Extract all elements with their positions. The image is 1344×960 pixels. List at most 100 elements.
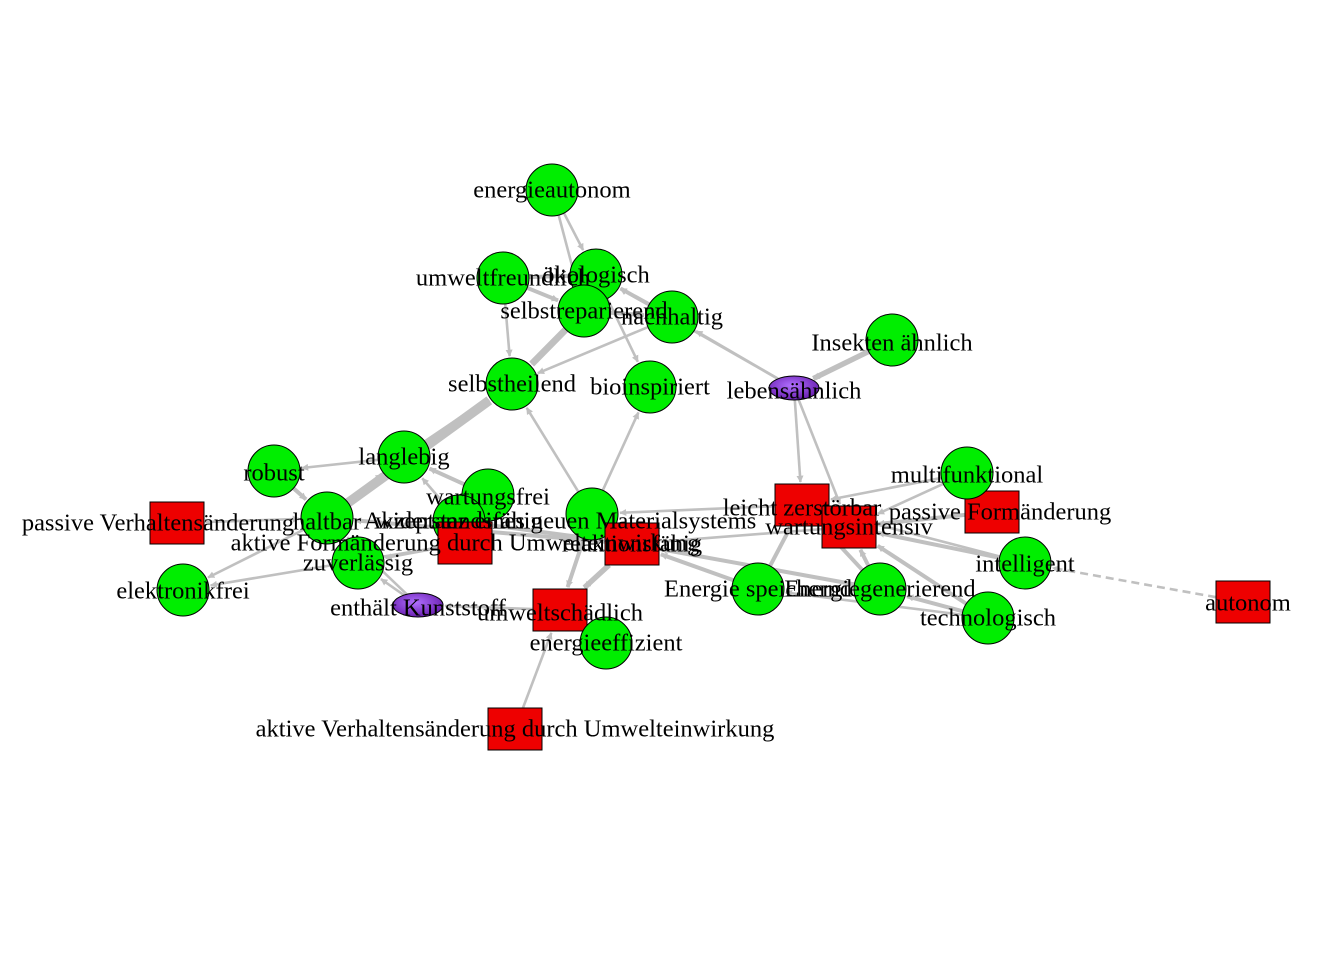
node-label-aktive_form: aktive Formänderung durch Umwelteinwirku… (231, 530, 700, 557)
nodes-layer (149, 163, 1271, 751)
edge-umweltfreundlich-to-selbstheilend (503, 303, 513, 357)
edge-energieautonom-to-oekologisch (562, 212, 585, 251)
node-label-robust: robust (243, 460, 304, 487)
node-label-umweltfreundlich: umweltfreundlich (416, 265, 590, 292)
node-lebensaehnlich (768, 375, 820, 401)
edge-energie_speichernd-to-reaktionsfaehig (660, 552, 735, 583)
edge-multifunktional-to-leicht_zerstoerbar (830, 476, 942, 502)
edge-akzeptanz-to-umweltschaedlich (565, 538, 586, 588)
edge-autonom-to-intelligent (1051, 565, 1217, 599)
node-label-oekologisch: ökologisch (542, 262, 650, 289)
edge-insekten-to-lebensaehnlich (812, 349, 870, 381)
node-intelligent (998, 536, 1052, 590)
node-label-multifunktional: multifunktional (891, 462, 1044, 489)
node-energieautonom (525, 163, 579, 217)
node-selbstheilend (485, 357, 539, 411)
edge-kunststoff-to-zuverlaessig (380, 577, 405, 597)
node-wartungsintensiv (821, 505, 877, 549)
node-label-zuverlaessig: zuverlässig (303, 550, 413, 577)
node-label-wartungsfrei: wartungsfrei (426, 484, 550, 511)
node-label-energieeffizient: energieeffizient (530, 630, 683, 657)
node-autonom (1215, 580, 1271, 624)
node-label-energieautonom: energieautonom (473, 177, 630, 204)
node-label-nachhaltig: nachhaltig (621, 304, 723, 331)
edge-umweltfreundlich-to-oekologisch (528, 272, 569, 280)
node-label-passive_form: passive Formänderung (889, 499, 1112, 526)
node-label-akzeptanz: Akzeptanz eines neuen Materialsystems (364, 508, 757, 535)
node-energie_speichernd (731, 562, 785, 616)
node-label-wartungsintensiv: wartungsintensiv (765, 514, 933, 541)
edge-umweltschaedlich-to-kunststoff (444, 602, 534, 611)
node-label-lebensaehnlich: lebensähnlich (727, 378, 862, 405)
node-umweltschaedlich (532, 588, 588, 632)
edge-passive_verhalten-to-haltbar (203, 515, 300, 524)
edge-lebensaehnlich-to-oekologisch (619, 287, 779, 380)
edge-energiegenerierend-to-wartungsintensiv (858, 548, 871, 567)
labels-layer: energieautonom ökologischumweltfreundlich… (22, 177, 1291, 743)
edge-multifunktional-to-wartungsintensiv (877, 482, 944, 515)
node-multifunktional (940, 446, 994, 500)
edge-technologisch-to-energiegenerierend (906, 594, 964, 614)
node-label-widerstandsfaehig: widerstandsfähig (375, 508, 542, 535)
node-elektronikfrei (156, 563, 210, 617)
edge-haltbar-to-langlebig (346, 472, 384, 504)
node-label-bioinspiriert: bioinspiriert (590, 374, 710, 401)
node-label-autonom: autonom (1205, 590, 1291, 617)
edge-nachhaltig-to-selbstheilend (537, 325, 649, 375)
node-label-energiegenerierend: Energiegenerierend (784, 576, 975, 603)
node-energieeffizient (579, 616, 633, 670)
edge-haltbar-to-elektronikfrei (207, 528, 305, 579)
node-label-kunststoff: enthält Kunststoff (330, 595, 507, 622)
edge-akzeptanz-to-bioinspiriert (601, 411, 640, 491)
edge-lebensaehnlich-to-leicht_zerstoerbar (793, 399, 804, 483)
node-kunststoff (392, 592, 444, 618)
edge-intelligent-to-wartungsintensiv (877, 530, 1000, 560)
node-label-aktive_verhalten: aktive Verhaltensänderung durch Umweltei… (256, 716, 775, 743)
edge-aktive_form-to-elektronikfrei (209, 546, 439, 588)
edge-leicht_zerstoerbar-to-akzeptanz (619, 504, 776, 517)
node-nachhaltig (645, 290, 699, 344)
edge-umweltfreundlich-to-selbstreparierend (526, 285, 559, 303)
node-label-langlebig: langlebig (358, 444, 449, 471)
edge-aktive_verhalten-to-umweltschaedlich (521, 632, 553, 709)
node-label-umweltschaedlich: umweltschädlich (477, 600, 643, 627)
edge-energie_speichernd-to-leicht_zerstoerbar (768, 526, 792, 567)
edge-oekologisch-to-bioinspiriert (606, 297, 640, 363)
node-label-passive_verhalten: passive Verhaltensänderung (22, 510, 294, 537)
edge-wartungsintensiv-to-reaktionsfaehig (660, 527, 823, 545)
edge-langlebig-to-robust (301, 458, 379, 471)
edge-robust-to-haltbar (292, 486, 308, 501)
node-langlebig (377, 430, 431, 484)
node-label-technologisch: technologisch (920, 605, 1056, 632)
node-label-leicht_zerstoerbar: leicht zerstörbar (723, 495, 881, 522)
edge-passive_form-to-wartungsintensiv (877, 512, 966, 527)
edge-reaktionsfaehig-to-umweltschaedlich (582, 563, 611, 590)
node-reaktionsfaehig (604, 522, 660, 566)
node-energiegenerierend (853, 562, 907, 616)
edge-langlebig-to-selbstheilend (424, 397, 491, 445)
node-aktive_form (437, 521, 493, 565)
edge-wartungsfrei-to-langlebig (428, 466, 466, 487)
node-label-elektronikfrei: elektronikfrei (116, 578, 250, 605)
edges-layer (203, 212, 1217, 709)
node-bioinspiriert (623, 360, 677, 414)
edge-technologisch-to-wartungsintensiv (876, 544, 968, 606)
node-leicht_zerstoerbar (774, 483, 830, 527)
node-label-insekten: Insekten ähnlich (811, 330, 972, 357)
node-passive_verhalten (149, 501, 205, 545)
node-label-intelligent: intelligent (975, 551, 1075, 578)
node-label-reaktionsfaehig: reaktionsfähig (562, 531, 702, 558)
node-robust (247, 444, 301, 498)
edge-widerstandsfaehig-to-langlebig (421, 477, 444, 503)
node-label-selbstheilend: selbstheilend (448, 371, 576, 398)
node-zuverlaessig (331, 536, 385, 590)
node-insekten (865, 313, 919, 367)
node-label-energie_speichernd: Energie speichernd (664, 576, 852, 603)
node-label-haltbar: haltbar (293, 509, 361, 536)
node-technologisch (961, 591, 1015, 645)
node-selbstreparierend (557, 284, 611, 338)
node-haltbar (300, 491, 354, 545)
edge-akzeptanz-to-selbstheilend (525, 407, 580, 493)
node-aktive_verhalten (487, 707, 543, 751)
